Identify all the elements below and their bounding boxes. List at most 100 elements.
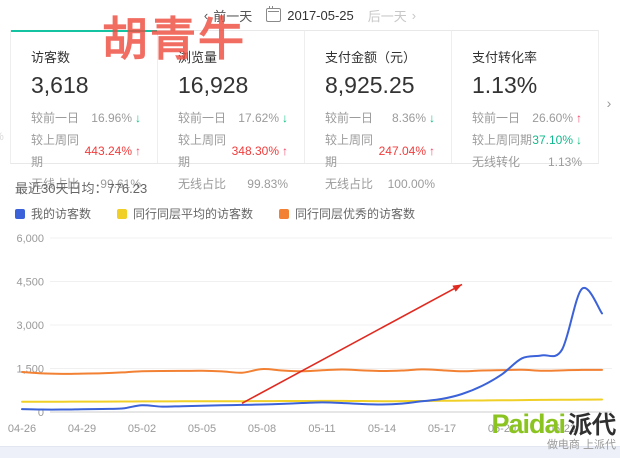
paidai-logo-tagline: 做电商 上派代	[546, 439, 616, 451]
legend-item-peer-average-visitors[interactable]: 同行同层平均的访客数	[117, 205, 253, 222]
card-metric-row: 无线占比 99.83%	[178, 173, 288, 195]
card-value: 1.13%	[472, 72, 538, 98]
next-day-label: 后一天	[367, 8, 407, 24]
card-value: 8,925.25	[325, 72, 415, 98]
x-axis-tick-label: 05-05	[188, 423, 216, 435]
metric-card-visitors[interactable]: 访客数 3,618 较前一日 16.96% ↓ 较上周同期 443.24% ↑ 无线占比 99.6…	[11, 30, 157, 191]
annotation-arrowhead-icon	[452, 284, 462, 292]
x-axis-tick-label: 05-11	[308, 423, 335, 435]
legend-swatch-icon	[117, 208, 128, 219]
metric-value: 99.61%	[100, 177, 141, 191]
metric-label: 较上周同期	[472, 133, 533, 147]
metric-label: 较上周同期	[31, 133, 80, 169]
metric-value: 26.60%	[532, 111, 573, 125]
annotation-arrow-line	[241, 283, 463, 405]
metric-card-payment-amount[interactable]: 支付金额（元） 8,925.25 较前一日 8.36% ↓ 较上周同期 247.04% ↑ 无线…	[304, 30, 451, 191]
card-metric-row: 较前一日 17.62% ↓	[178, 107, 288, 129]
metric-label: 较上周同期	[325, 133, 374, 169]
metric-value: 247.04%	[378, 144, 426, 158]
peer-average-visitors-line	[21, 398, 603, 403]
x-axis-tick-label: 05-14	[368, 423, 396, 435]
card-metric-row: 无线转化 1.13%	[472, 151, 582, 173]
legend-label: 同行同层优秀的访客数	[295, 207, 416, 221]
x-axis-tick-label: 04-26	[8, 423, 36, 435]
prev-day-button[interactable]: ‹ 前一天	[204, 6, 252, 25]
legend-item-my-visitors[interactable]: 我的访客数	[15, 205, 91, 222]
clipped-text: %	[0, 126, 7, 148]
card-title: 访客数	[31, 50, 71, 65]
card-metric-row: 无线占比 100.00%	[325, 173, 435, 195]
metric-label: 无线占比	[178, 177, 227, 191]
current-date: 2017-05-25	[287, 7, 354, 23]
card-metric-row: 较上周同期 348.30% ↑	[178, 129, 288, 173]
metric-label: 较前一日	[178, 111, 227, 125]
date-nav: ‹ 前一天 2017-05-25 后一天 ›	[0, 0, 620, 30]
peer-excellent-visitors-line	[21, 368, 603, 375]
metric-value: 16.96%	[91, 111, 132, 125]
trend-up-icon: ↑	[429, 144, 435, 158]
legend-swatch-icon	[279, 208, 290, 219]
trend-down-icon: ↓	[282, 111, 288, 125]
paidai-logo: Paidai 派代 做电商 上派代	[482, 411, 616, 451]
chevron-right-icon: ›	[411, 7, 417, 23]
x-axis-tick-label: 05-20	[488, 423, 516, 435]
trend-up-icon: ↑	[282, 144, 288, 158]
carousel-prev-clipped[interactable]: ↓ ↑ %	[0, 82, 7, 150]
x-axis-tick-label: 04-29	[68, 423, 96, 435]
y-axis-tick-label: 0	[38, 407, 44, 419]
legend-label: 我的访客数	[31, 207, 92, 221]
chart-legend: 我的访客数 同行同层平均的访客数 同行同层优秀的访客数	[15, 205, 415, 222]
card-metric-row: 较上周同期 443.24% ↑	[31, 129, 141, 173]
metric-value: 100.00%	[387, 177, 435, 191]
y-axis-tick-label: 3,000	[16, 320, 44, 332]
metric-value: 8.36%	[391, 111, 426, 125]
metric-card-pageviews[interactable]: 浏览量 16,928 较前一日 17.62% ↓ 较上周同期 348.30% ↑ 无线占比 99.…	[157, 30, 304, 191]
metric-label: 较前一日	[325, 111, 374, 125]
paidai-logo-cjk: 派代	[568, 412, 616, 439]
metric-value: 443.24%	[84, 144, 132, 158]
card-metric-row: 较上周同期 247.04% ↑	[325, 129, 435, 173]
date-picker[interactable]: 2017-05-25	[266, 6, 354, 23]
card-title: 支付金额（元）	[325, 50, 417, 65]
trend-down-icon: ↓	[135, 111, 141, 125]
metric-card-conversion-rate[interactable]: 支付转化率 1.13% 较前一日 26.60% ↑ 较上周同期 37.10% ↓ 无线转化 1.1…	[451, 30, 598, 169]
chart-average-label: 最近30天日均：776.23	[15, 181, 148, 196]
my-visitors-line	[21, 286, 603, 411]
card-metric-row: 无线占比 99.61%	[31, 173, 141, 195]
y-axis-tick-label: 4,500	[16, 277, 44, 289]
trend-down-icon: ↓	[429, 111, 435, 125]
card-metric-row: 较前一日 26.60% ↑	[472, 107, 582, 129]
x-axis-tick-label: 05-08	[248, 423, 276, 435]
card-metric-row: 较前一日 8.36% ↓	[325, 107, 435, 129]
next-day-button-disabled[interactable]: 后一天 ›	[368, 6, 416, 25]
metric-label: 无线占比	[325, 177, 374, 191]
arrow-up-icon: ↑	[0, 104, 7, 126]
trend-down-icon: ↓	[576, 133, 582, 147]
metric-label: 较前一日	[31, 111, 80, 125]
card-value: 16,928	[178, 72, 249, 98]
trend-up-icon: ↑	[576, 111, 582, 125]
card-value: 3,618	[31, 72, 89, 98]
metric-label: 较前一日	[472, 111, 521, 125]
arrow-down-icon: ↓	[0, 82, 7, 104]
card-metric-row: 较前一日 16.96% ↓	[31, 107, 141, 129]
calendar-icon	[266, 6, 282, 22]
bottom-strip	[0, 446, 620, 458]
chevron-left-icon: ‹	[203, 7, 209, 23]
paidai-logo-latin: Paidai	[491, 409, 566, 439]
y-axis-tick-label: 6,000	[16, 233, 44, 245]
metric-cards-row: 访客数 3,618 较前一日 16.96% ↓ 较上周同期 443.24% ↑ 无线占比 99.6…	[10, 30, 599, 191]
trend-up-icon: ↑	[135, 144, 141, 158]
carousel-next-button[interactable]: ›	[606, 95, 612, 111]
legend-item-peer-excellent-visitors[interactable]: 同行同层优秀的访客数	[279, 205, 415, 222]
metric-value: 99.83%	[247, 177, 288, 191]
x-axis-tick-label: 05-02	[128, 423, 156, 435]
metric-label: 无线转化	[472, 155, 521, 169]
card-title: 浏览量	[178, 50, 218, 65]
legend-label: 同行同层平均的访客数	[133, 207, 254, 221]
prev-day-label: 前一天	[213, 8, 253, 24]
x-axis-tick-label: 05-17	[428, 423, 456, 435]
card-metric-row: 较上周同期 37.10% ↓	[472, 129, 582, 151]
metric-label: 无线占比	[31, 177, 80, 191]
